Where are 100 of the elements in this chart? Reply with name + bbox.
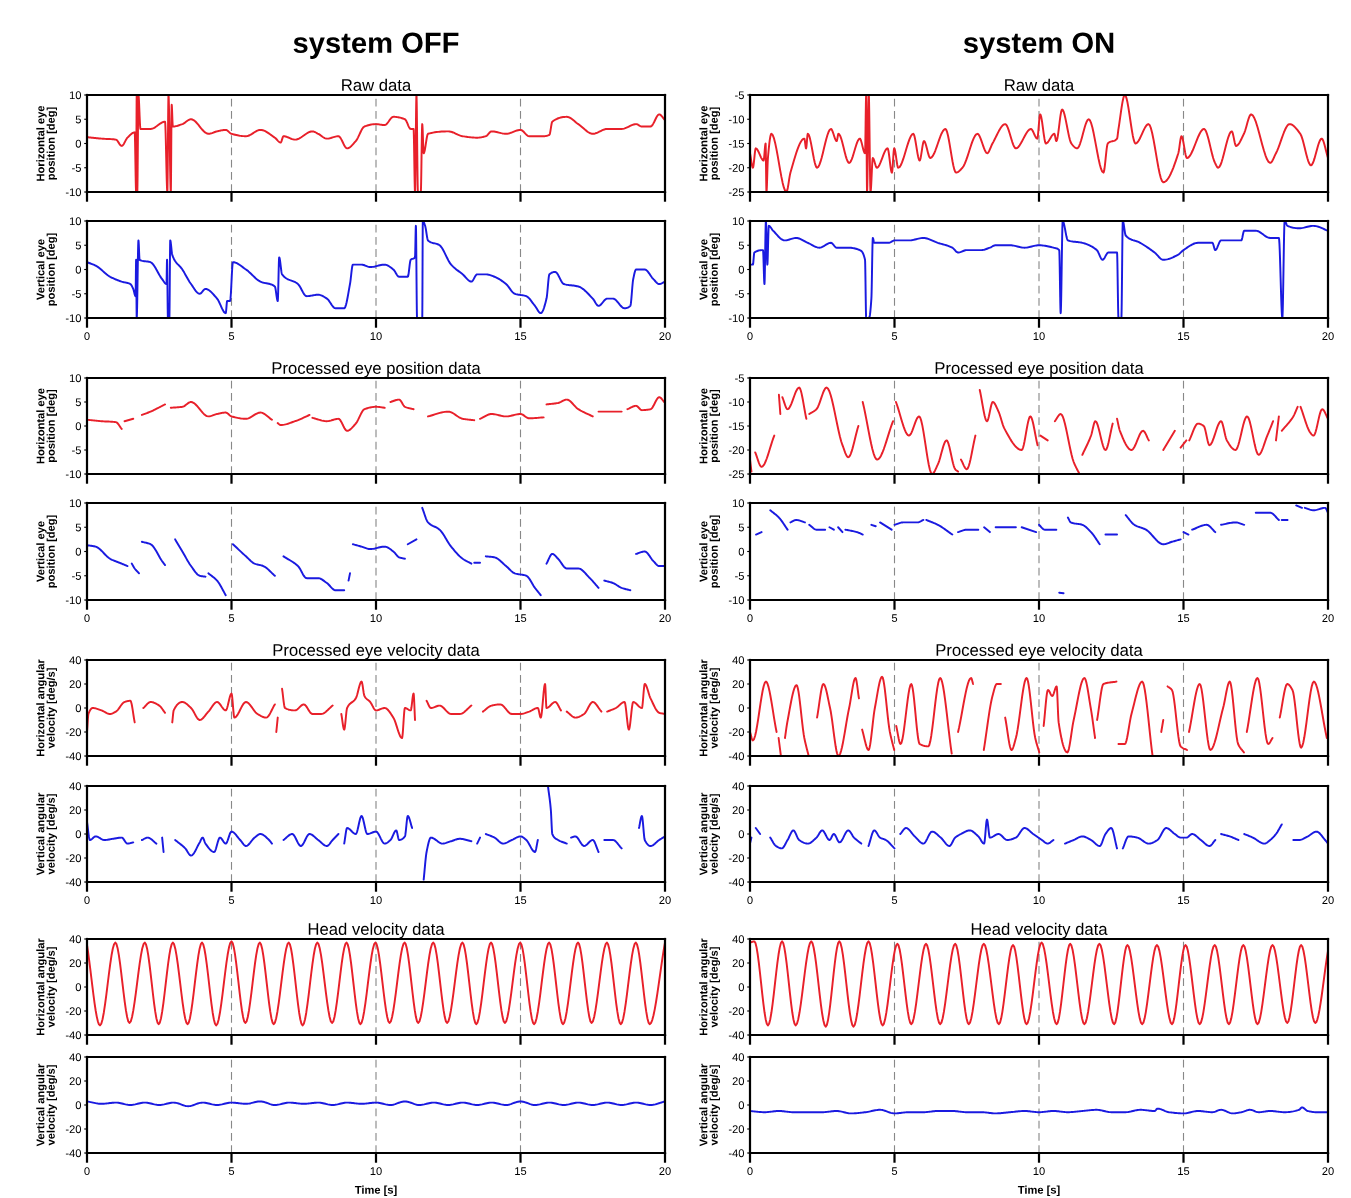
y-tick-label: -40 bbox=[65, 878, 82, 887]
y-axis-title: Horizontal angular velocity [deg/s] bbox=[36, 938, 58, 1036]
y-tick-label: 40 bbox=[732, 656, 745, 665]
x-tick-label: 0 bbox=[84, 332, 90, 341]
y-axis-title: Vertical angular velocity [deg/s] bbox=[36, 792, 58, 876]
y-tick-label: -10 bbox=[728, 596, 745, 605]
x-tick-label: 5 bbox=[228, 896, 235, 905]
y-axis-title: Horizontal eye position [deg] bbox=[36, 105, 58, 181]
x-tick-label: 20 bbox=[1322, 614, 1334, 623]
x-tick-label: 20 bbox=[659, 332, 671, 341]
chart-title: Processed eye position data bbox=[935, 361, 1144, 378]
y-axis-title: Horizontal eye position [deg] bbox=[699, 105, 721, 181]
y-tick-label: -25 bbox=[728, 470, 744, 479]
y-tick-label: -20 bbox=[65, 1125, 82, 1134]
y-tick-label: -5 bbox=[735, 91, 744, 100]
y-tick-label: -5 bbox=[735, 572, 744, 580]
y-axis-title: Horizontal angular velocity [deg/s] bbox=[699, 659, 721, 757]
x-tick-label: 15 bbox=[1178, 1167, 1190, 1176]
x-tick-label: 0 bbox=[747, 1167, 753, 1176]
chart-subtitle: Raw data bbox=[1005, 78, 1075, 91]
x-tick-label: 10 bbox=[370, 1167, 382, 1176]
y-tick-label: -15 bbox=[728, 422, 744, 431]
chart-title: Processed eye velocity data bbox=[936, 643, 1143, 660]
y-tick-label: 10 bbox=[69, 374, 82, 383]
y-tick-label: 20 bbox=[732, 680, 745, 689]
y-tick-label: -40 bbox=[728, 878, 745, 887]
y-tick-label: -20 bbox=[728, 1125, 745, 1134]
y-tick-label: -15 bbox=[728, 139, 744, 148]
y-tick-label: 20 bbox=[69, 806, 82, 815]
y-tick-label: -40 bbox=[65, 752, 82, 761]
y-tick-label: 40 bbox=[732, 1053, 745, 1062]
y-axis-title: Vertical angular velocity [deg/s] bbox=[699, 1063, 721, 1147]
y-tick-label: 0 bbox=[75, 704, 82, 713]
chart-title: Head velocity data bbox=[308, 922, 445, 939]
x-tick-label: 20 bbox=[659, 896, 671, 905]
y-axis-title: Vertical eye position [deg] bbox=[699, 515, 721, 588]
y-tick-label: 20 bbox=[732, 1077, 745, 1086]
y-axis-title: Vertical eye position [deg] bbox=[36, 515, 58, 588]
x-tick-label: 20 bbox=[1322, 1167, 1334, 1176]
y-tick-label: 0 bbox=[75, 265, 82, 274]
y-tick-label: 0 bbox=[75, 139, 82, 148]
x-tick-label: 10 bbox=[370, 614, 382, 623]
y-tick-label: 20 bbox=[69, 680, 82, 689]
x-tick-label: 15 bbox=[1178, 614, 1190, 623]
y-tick-label: 0 bbox=[738, 830, 745, 839]
x-tick-label: 0 bbox=[84, 896, 90, 905]
y-axis-title: Horizontal angular velocity [deg/s] bbox=[699, 938, 721, 1036]
x-tick-label: 15 bbox=[515, 896, 527, 905]
chart-title: system ON bbox=[963, 32, 1114, 59]
x-tick-label: 5 bbox=[228, 1167, 235, 1176]
chart-title: Head velocity data bbox=[971, 922, 1108, 939]
y-tick-label: -40 bbox=[728, 1031, 745, 1040]
y-tick-label: -10 bbox=[65, 314, 82, 323]
x-tick-label: 10 bbox=[1033, 332, 1045, 341]
x-tick-label: 0 bbox=[747, 614, 753, 623]
chart-title: Processed eye velocity data bbox=[273, 643, 480, 660]
x-tick-label: 10 bbox=[1033, 1167, 1045, 1176]
y-tick-label: 0 bbox=[738, 547, 745, 556]
y-tick-label: 40 bbox=[69, 1053, 82, 1062]
y-tick-label: 10 bbox=[69, 91, 82, 100]
y-axis-title: Vertical angular velocity [deg/s] bbox=[36, 1063, 58, 1147]
chart-subtitle: Raw data bbox=[342, 78, 412, 91]
x-tick-label: 15 bbox=[515, 332, 527, 341]
x-tick-label: 15 bbox=[515, 1167, 527, 1176]
y-tick-label: 0 bbox=[738, 704, 745, 713]
y-tick-label: 20 bbox=[732, 806, 745, 815]
y-axis-title: Horizontal angular velocity [deg/s] bbox=[36, 659, 58, 757]
y-tick-label: 10 bbox=[69, 217, 82, 226]
y-tick-label: 5 bbox=[75, 398, 81, 407]
y-tick-label: 0 bbox=[738, 1101, 745, 1110]
chart-title: Processed eye position data bbox=[272, 361, 481, 378]
y-tick-label: 20 bbox=[69, 959, 82, 968]
x-tick-label: 15 bbox=[1178, 896, 1190, 905]
x-tick-label: 10 bbox=[370, 332, 382, 341]
y-tick-label: -10 bbox=[65, 470, 82, 479]
y-tick-label: 0 bbox=[75, 830, 82, 839]
y-tick-label: 5 bbox=[738, 523, 744, 532]
x-tick-label: 20 bbox=[659, 614, 671, 623]
y-tick-label: -10 bbox=[65, 596, 82, 605]
y-axis-title: Vertical angular velocity [deg/s] bbox=[699, 792, 721, 876]
y-tick-label: -20 bbox=[65, 728, 82, 737]
x-tick-label: 5 bbox=[228, 614, 235, 623]
x-tick-label: 0 bbox=[84, 1167, 90, 1176]
y-tick-label: 40 bbox=[69, 935, 82, 944]
y-tick-label: -20 bbox=[728, 728, 745, 737]
y-tick-label: -40 bbox=[728, 1149, 745, 1158]
y-tick-label: -40 bbox=[65, 1149, 82, 1158]
y-tick-label: -20 bbox=[728, 854, 745, 863]
y-tick-label: -5 bbox=[735, 374, 744, 383]
y-tick-label: 5 bbox=[75, 115, 81, 124]
y-axis-title: Horizontal eye position [deg] bbox=[36, 388, 58, 464]
y-tick-label: 40 bbox=[732, 782, 745, 791]
y-axis-title: Vertical eye position [deg] bbox=[36, 233, 58, 306]
x-tick-label: 0 bbox=[747, 332, 753, 341]
y-tick-label: -10 bbox=[728, 398, 745, 407]
y-tick-label: 10 bbox=[732, 499, 745, 508]
x-tick-label: 20 bbox=[659, 1167, 671, 1176]
y-tick-label: 5 bbox=[75, 241, 81, 250]
y-tick-label: -5 bbox=[72, 446, 81, 455]
y-tick-label: 40 bbox=[732, 935, 745, 944]
